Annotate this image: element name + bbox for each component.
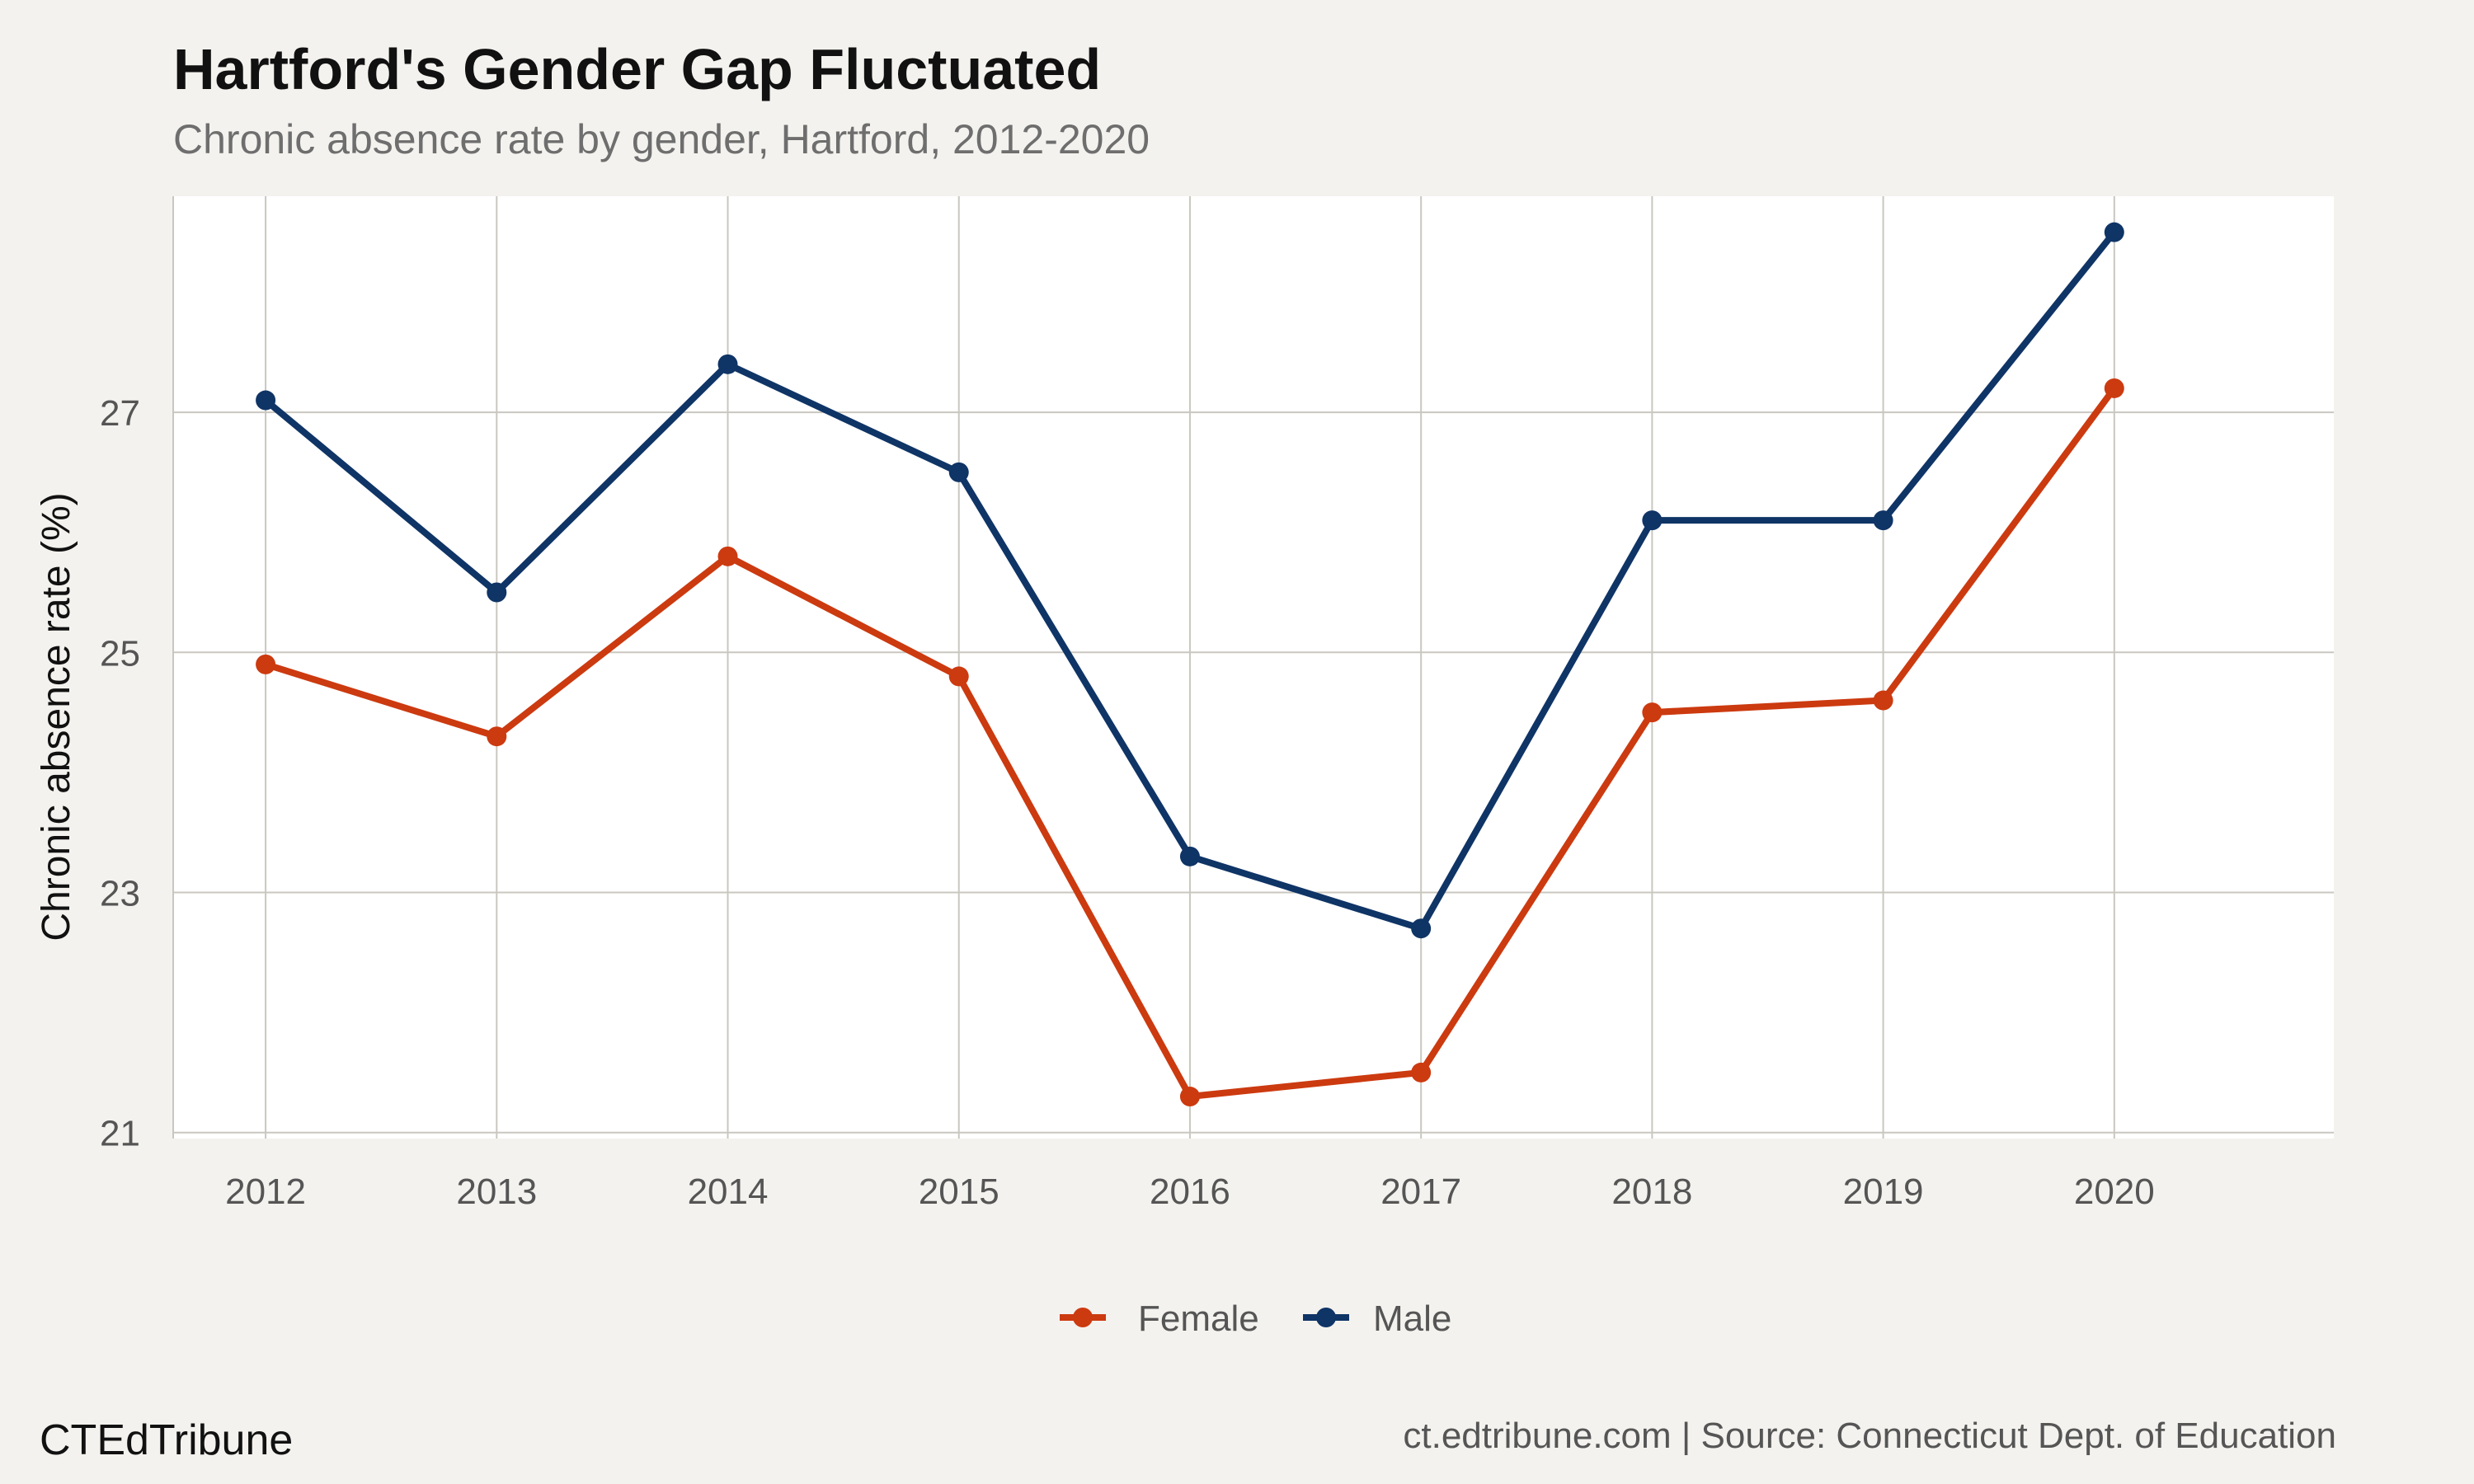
x-tick-label: 2019 xyxy=(1843,1172,1924,1212)
y-tick-label: 23 xyxy=(100,874,140,914)
chart-title: Hartford's Gender Gap Fluctuated xyxy=(173,37,1102,101)
data-point-female xyxy=(1411,1062,1432,1082)
x-tick-label: 2020 xyxy=(2074,1172,2155,1212)
legend-label-male: Male xyxy=(1373,1298,1451,1339)
x-tick-label: 2013 xyxy=(456,1172,537,1212)
chart-subtitle: Chronic absence rate by gender, Hartford… xyxy=(173,116,1150,162)
x-tick-label: 2012 xyxy=(225,1172,306,1212)
data-point-female xyxy=(1642,702,1663,723)
y-tick-label: 21 xyxy=(100,1114,140,1154)
legend-key-point-male xyxy=(1316,1308,1336,1327)
data-point-female xyxy=(1179,1087,1200,1107)
x-tick-label: 2017 xyxy=(1380,1172,1461,1212)
data-point-male xyxy=(717,354,738,374)
plot-panel xyxy=(173,196,2334,1139)
x-tick-label: 2018 xyxy=(1611,1172,1692,1212)
data-point-female xyxy=(717,546,738,566)
data-point-male xyxy=(1179,846,1200,866)
data-point-male xyxy=(487,582,507,603)
brand-label: CTEdTribune xyxy=(40,1416,294,1464)
data-point-female xyxy=(948,666,969,687)
legend-key-point-female xyxy=(1073,1308,1093,1327)
data-point-male xyxy=(1411,918,1432,939)
data-point-female xyxy=(487,726,507,747)
x-tick-label: 2016 xyxy=(1150,1172,1230,1212)
data-point-female xyxy=(256,654,276,674)
x-tick-label: 2014 xyxy=(688,1172,769,1212)
data-point-male xyxy=(1873,510,1893,531)
data-point-male xyxy=(948,462,969,482)
data-point-male xyxy=(2104,222,2124,242)
data-point-male xyxy=(256,390,276,411)
y-tick-label: 25 xyxy=(100,633,140,674)
y-tick-label: 27 xyxy=(100,393,140,434)
x-tick-label: 2015 xyxy=(919,1172,999,1212)
data-point-female xyxy=(1873,690,1893,711)
data-point-male xyxy=(1642,510,1663,531)
y-axis-title: Chronic absence rate (%) xyxy=(35,492,78,941)
data-point-female xyxy=(2104,378,2124,398)
source-note: ct.edtribune.com | Source: Connecticut D… xyxy=(1403,1416,2336,1456)
legend-label-female: Female xyxy=(1138,1298,1259,1339)
